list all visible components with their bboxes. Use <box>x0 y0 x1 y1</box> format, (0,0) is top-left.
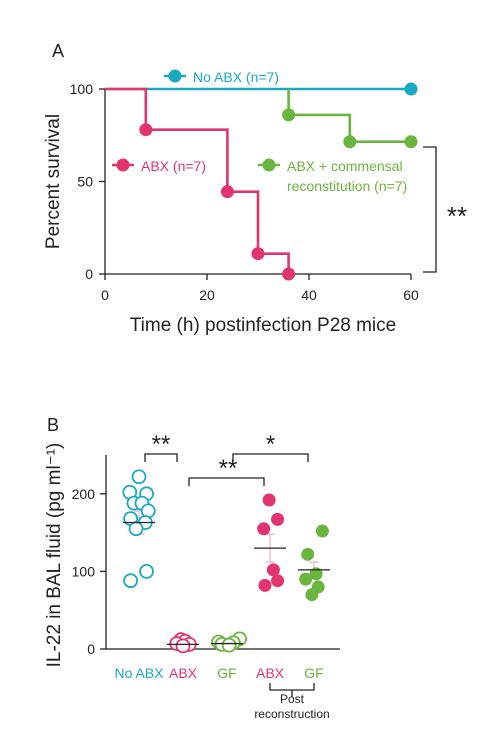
comparison-bracket <box>188 477 265 486</box>
data-point <box>271 512 285 526</box>
group-label: GF <box>217 665 236 681</box>
legend-label: ABX + commensal <box>287 158 403 174</box>
data-point <box>258 578 272 592</box>
data-point <box>139 564 154 579</box>
comparison-bracket <box>144 453 178 462</box>
data-point <box>221 637 237 653</box>
panel-a-x-tick-label: 0 <box>101 287 109 303</box>
panel-b-y-tick-label: 200 <box>72 486 96 502</box>
comparison-label: * <box>266 431 275 458</box>
survival-marker <box>404 82 418 96</box>
panel-a-y-tick-label: 100 <box>70 81 94 97</box>
comparison-label: ** <box>152 431 171 458</box>
panel-a-letter: A <box>52 41 64 61</box>
panel-a-y-tick-label: 50 <box>77 174 93 190</box>
group-label: No ABX <box>114 665 164 681</box>
data-point <box>271 574 285 588</box>
panel-b-letter: B <box>47 415 59 435</box>
survival-line-2 <box>287 89 411 144</box>
survival-marker <box>251 247 265 261</box>
survival-marker <box>220 185 234 199</box>
data-point <box>299 572 313 586</box>
data-point <box>128 521 144 537</box>
significance-label: ** <box>447 201 467 231</box>
significance-bracket <box>423 146 437 273</box>
survival-marker <box>343 135 357 149</box>
data-point <box>266 563 280 577</box>
data-point <box>262 493 276 507</box>
panel-a-x-axis-label: Time (h) postinfection P28 mice <box>130 315 396 336</box>
legend-marker <box>262 158 276 172</box>
legend-label: ABX (n=7) <box>141 158 206 174</box>
survival-line-1 <box>105 87 290 274</box>
group-label: GF <box>304 665 323 681</box>
data-point <box>123 573 139 589</box>
panel-a-x-tick-label: 40 <box>301 287 317 303</box>
survival-marker <box>139 123 153 137</box>
panel-a-y-axis-label: Percent survival <box>43 114 64 249</box>
reconstruction-label: reconstruction <box>254 707 329 721</box>
legend-marker <box>116 158 130 172</box>
group-label: ABX <box>169 665 198 681</box>
reconstruction-label: Post <box>280 692 305 706</box>
legend-label: No ABX (n=7) <box>193 69 279 85</box>
data-point <box>175 638 191 654</box>
legend-marker <box>168 69 182 83</box>
legend-label: reconstitution (n=7) <box>287 178 407 194</box>
group-label: ABX <box>256 665 285 681</box>
panel-a-y-tick-label: 0 <box>85 266 93 282</box>
panel-a-x-tick-label: 20 <box>199 287 215 303</box>
panel-b-y-tick-label: 0 <box>87 641 95 657</box>
survival-marker <box>404 135 418 149</box>
panel-b-y-tick-label: 100 <box>72 563 96 579</box>
comparison-label: ** <box>219 455 238 482</box>
data-point <box>131 469 147 485</box>
data-point <box>257 522 271 536</box>
survival-marker <box>282 267 296 281</box>
comparison-bracket <box>232 453 309 462</box>
reconstruction-bracket <box>269 683 315 691</box>
panel-a-x-tick-label: 60 <box>403 287 419 303</box>
survival-marker <box>282 108 296 122</box>
panel-b-y-axis-label: IL-22 in BAL fluid (pg ml⁻¹) <box>44 443 65 668</box>
data-point <box>301 547 315 561</box>
data-point <box>315 524 329 538</box>
data-point <box>305 588 319 602</box>
